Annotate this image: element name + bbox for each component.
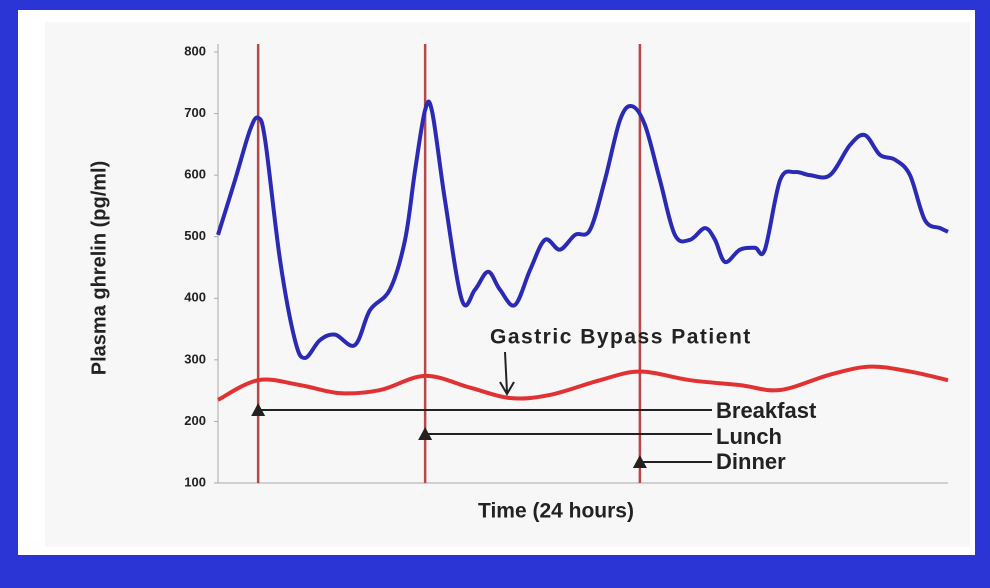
x-axis-label: Time (24 hours) (478, 500, 634, 523)
series-line (217, 364, 949, 402)
series-line (216, 99, 949, 361)
y-tick-label: 800 (184, 43, 206, 58)
chart-background (45, 22, 970, 547)
y-tick-label: 100 (184, 474, 206, 489)
series-label: Gastric Bypass Patient (490, 326, 752, 349)
meal-label: Dinner (716, 449, 786, 474)
y-tick-label: 500 (184, 228, 206, 243)
y-tick-label: 400 (184, 290, 206, 305)
y-tick-label: 200 (184, 413, 206, 428)
meal-label: Lunch (716, 424, 782, 449)
y-tick-label: 700 (184, 105, 206, 120)
series-label-arrow (499, 351, 515, 396)
y-tick-label: 600 (184, 167, 206, 182)
meal-label: Breakfast (716, 398, 817, 423)
y-axis-label: Plasma ghrelin (pg/ml) (88, 161, 110, 375)
y-tick-label: 300 (184, 351, 206, 366)
